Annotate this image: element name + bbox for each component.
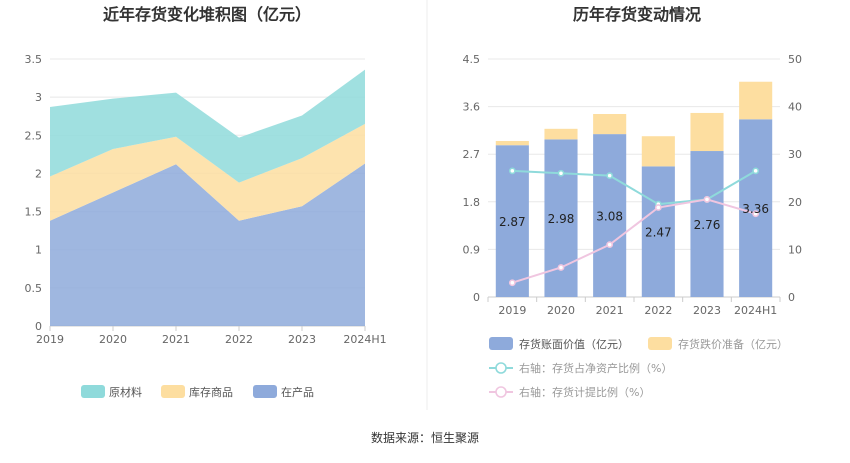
legend-label: 存货跌价准备（亿元）: [678, 337, 788, 351]
line-series-1: [512, 169, 757, 206]
left-y-tick-label: 3: [35, 91, 42, 104]
left-chart-legend: 原材料 库存商品 在产品: [81, 385, 314, 399]
data-source-text: 数据来源：恒生聚源: [371, 430, 479, 445]
right-chart-grid: [488, 58, 780, 298]
bar-series-2: [641, 136, 675, 167]
right-x-tick-label: 2024H1: [734, 304, 777, 317]
right-chart-title: 历年存货变动情况: [573, 5, 701, 24]
bar-value-label: 2.98: [548, 212, 575, 226]
right-chart-lines: [508, 167, 760, 287]
bar-series-1: [739, 119, 773, 297]
right-y-left-tick-label: 0: [473, 291, 480, 304]
right-y-right-tick-label: 50: [788, 53, 802, 66]
right-y-left-tick-label: 0.9: [463, 243, 481, 256]
line-point: [508, 167, 516, 175]
bar-value-label: 2.87: [499, 215, 526, 229]
right-y-left-tick-label: 3.6: [463, 101, 481, 114]
right-x-tick-label: 2020: [547, 304, 575, 317]
bar-series-2: [544, 128, 578, 140]
bar-series-2: [593, 114, 627, 135]
area-series-2: [50, 123, 365, 221]
left-chart-title: 近年存货变化堆积图（亿元）: [103, 5, 311, 24]
right-chart-legend: 存货账面价值（亿元） 存货跌价准备（亿元） 右轴：存货占净资产比例（%） 右轴：存货计…: [489, 337, 788, 399]
left-y-tick-label: 2.5: [25, 129, 43, 142]
legend-swatch: [489, 337, 513, 350]
bar-series-2: [690, 112, 724, 152]
left-chart-axes: 0 0.5 1 1.5 2 2.5 3 3.5 2019 2020 2021 2022 2023 2024…: [25, 53, 387, 346]
right-x-tick-label: 2021: [596, 304, 624, 317]
left-chart-areas: [50, 69, 365, 326]
right-x-tick-label: 2023: [693, 304, 721, 317]
left-x-tick-label: 2019: [36, 333, 64, 346]
left-y-tick-label: 3.5: [25, 53, 43, 66]
right-y-right-tick-label: 0: [788, 291, 795, 304]
left-y-tick-label: 1.5: [25, 206, 43, 219]
legend-swatch: [648, 337, 672, 350]
right-x-tick-label: 2022: [644, 304, 672, 317]
right-y-right-tick-label: 20: [788, 196, 802, 209]
bar-series-1: [641, 166, 675, 297]
line-point: [703, 196, 711, 203]
line-point: [557, 264, 565, 271]
bar-series-2: [495, 140, 529, 146]
left-x-tick-label: 2021: [162, 333, 190, 346]
line-point: [606, 172, 614, 180]
right-y-left-tick-label: 2.7: [463, 148, 481, 161]
right-y-right-tick-label: 30: [788, 148, 802, 161]
right-x-tick-label: 2019: [498, 304, 526, 317]
line-series-2: [512, 198, 756, 284]
line-point: [508, 279, 516, 287]
line-point: [557, 169, 565, 177]
left-y-tick-label: 0: [35, 320, 42, 333]
right-y-left-tick-label: 4.5: [463, 53, 481, 66]
legend-label: 原材料: [109, 385, 142, 399]
legend-label: 右轴：存货占净资产比例（%）: [519, 361, 672, 375]
legend-swatch: [161, 385, 185, 398]
legend-label: 存货账面价值（亿元）: [519, 337, 629, 351]
right-y-right-tick-label: 40: [788, 101, 802, 114]
line-point: [752, 167, 760, 175]
left-x-tick-label: 2022: [225, 333, 253, 346]
left-x-tick-label: 2020: [99, 333, 127, 346]
left-y-tick-label: 0.5: [25, 282, 43, 295]
legend-label: 库存商品: [189, 385, 233, 399]
right-chart-bars: [495, 81, 773, 297]
bar-series-2: [739, 81, 773, 120]
legend-swatch: [81, 385, 105, 398]
bar-series-1: [593, 134, 627, 297]
line-point: [654, 204, 662, 211]
area-series-3: [50, 69, 365, 183]
left-x-tick-label: 2024H1: [343, 333, 386, 346]
bar-value-label: 3.08: [596, 210, 623, 224]
line-point: [606, 241, 614, 249]
legend-line-marker: [495, 386, 507, 398]
right-y-right-tick-label: 10: [788, 243, 802, 256]
legend-label: 在产品: [281, 385, 314, 399]
right-y-left-tick-label: 1.8: [463, 196, 481, 209]
right-chart-axes: 0 0.9 1.8 2.7 3.6 4.5 0 10 20 30 40 50 2019 2020 2021 2…: [463, 53, 803, 317]
area-series-1: [50, 163, 365, 326]
legend-line-marker: [495, 362, 507, 374]
left-x-tick-label: 2023: [288, 333, 316, 346]
left-y-tick-label: 2: [35, 167, 42, 180]
bar-value-label: 2.47: [645, 226, 672, 240]
left-y-tick-label: 1: [35, 244, 42, 257]
bar-value-label: 2.76: [694, 218, 721, 232]
right-chart-bar-labels: 2.87 2.98 3.08 2.47 2.76 3.36: [499, 202, 769, 240]
legend-swatch: [253, 385, 277, 398]
line-point: [752, 210, 760, 218]
bar-series-1: [690, 151, 724, 297]
bar-value-label: 3.36: [742, 202, 769, 216]
legend-label: 右轴：存货计提比例（%）: [519, 385, 650, 399]
